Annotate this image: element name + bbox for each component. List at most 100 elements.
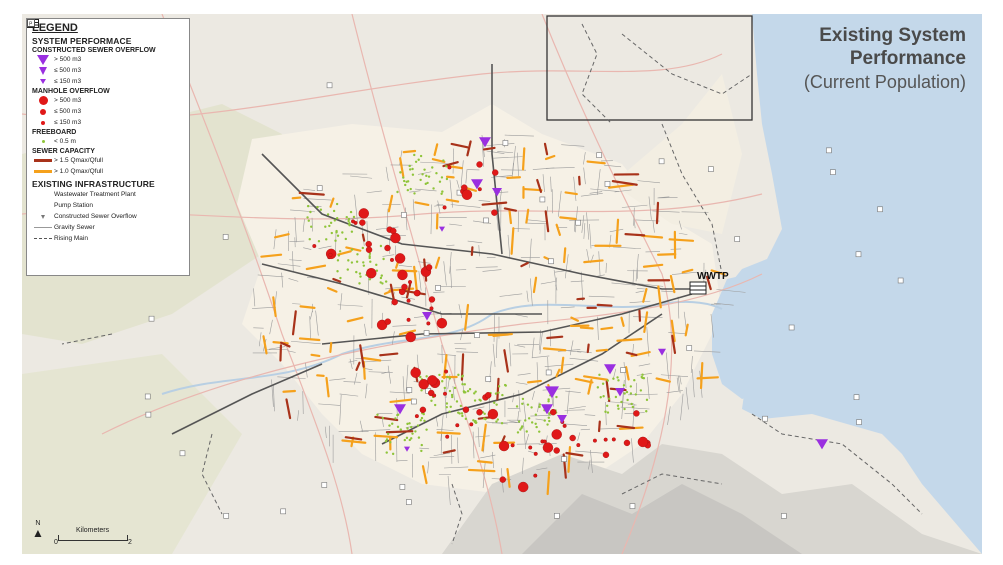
gravity-sewer (281, 272, 284, 288)
freeboard-marker (380, 274, 383, 277)
freeboard-marker (497, 391, 500, 394)
gravity-sewer (420, 161, 448, 164)
pump-station-icon (548, 258, 554, 265)
gravity-sewer (685, 387, 689, 410)
freeboard-marker (405, 436, 409, 440)
freeboard-marker (534, 422, 537, 425)
capacity-mid-pipe (492, 332, 513, 337)
gravity-sewer (668, 332, 686, 334)
freeboard-marker (413, 153, 416, 157)
freeboard-marker (385, 438, 389, 441)
freeboard-marker (402, 176, 405, 179)
freeboard-marker (634, 393, 638, 396)
map-canvas[interactable]: WWTP Existing System Performance (Curren… (22, 14, 982, 554)
freeboard-marker (368, 256, 371, 260)
manhole-overflows (312, 161, 651, 493)
freeboard-marker (339, 276, 342, 280)
north-label: N (35, 520, 41, 527)
gravity-sewer (498, 189, 502, 212)
manhole-overflow (517, 481, 529, 493)
freeboard-marker (605, 404, 609, 408)
sewer-overflows (394, 137, 828, 452)
capacity-high-pipe (624, 233, 646, 237)
legend-infra-item: Pump Station (54, 202, 94, 209)
freeboard-marker (382, 257, 385, 261)
legend-infra-item: Wastewater Treatment Plant (54, 191, 136, 198)
freeboard-marker (625, 390, 629, 394)
freeboard-marker (336, 259, 340, 262)
wwtp-icon[interactable] (689, 281, 707, 295)
gravity-sewer (714, 302, 734, 306)
freeboard-marker (333, 219, 336, 222)
manhole-overflow (499, 476, 506, 483)
pump-station-icon (856, 419, 862, 425)
freeboard-marker (420, 389, 423, 392)
trunk-sewer (171, 363, 323, 435)
freeboard-marker (379, 276, 383, 280)
capacity-mid-pipe (684, 323, 689, 337)
map-title: Existing System Performance (Current Pop… (804, 24, 966, 94)
capacity-mid-pipe (389, 398, 414, 404)
freeboard-marker (438, 180, 442, 183)
freeboard-marker (457, 373, 460, 377)
pump-station-box (897, 277, 904, 284)
manhole-overflow (633, 410, 640, 417)
gravity-sewer (391, 331, 395, 345)
manhole-overflow (485, 392, 492, 399)
scale-unit: Kilometers (76, 527, 110, 534)
capacity-mid-pipe (273, 233, 290, 239)
constructed-overflow-icon (41, 214, 45, 219)
capacity-high-pipe (611, 180, 638, 186)
pump-station-icon (877, 206, 883, 213)
rising-mains (61, 23, 923, 545)
manhole-overflow (408, 280, 413, 285)
freeboard-marker (461, 383, 464, 386)
gravity-sewer (507, 234, 511, 259)
gravity-sewer (433, 452, 450, 457)
freeboard-marker (431, 166, 434, 169)
gravity-sewer (273, 229, 277, 250)
pump-station-icon (144, 393, 151, 400)
wwtp-label: WWTP (697, 271, 729, 282)
pump-station-box (485, 376, 492, 382)
capacity-high-icon (34, 159, 52, 162)
gravity-sewer (570, 280, 584, 283)
gravity-sewer (302, 219, 305, 232)
freeboard-marker (548, 413, 551, 416)
pump-station-box (686, 345, 693, 351)
manhole-overflow (445, 434, 450, 439)
gravity-sewer (564, 254, 569, 279)
sewer-overflow-icon (615, 388, 625, 397)
freeboard-marker (516, 431, 520, 434)
legend-freeboard-heading: FREEBOARD (32, 129, 77, 136)
pump-station-box (548, 258, 554, 265)
sewer-overflow-icon (658, 348, 666, 356)
gravity-sewer (638, 363, 651, 367)
legend-row: Wastewater Treatment Plant (27, 19, 184, 200)
freeboard-marker (425, 174, 428, 178)
capacity-high-pipe (576, 297, 585, 301)
gravity-sewer (365, 383, 368, 399)
gravity-sewer (539, 329, 541, 351)
gravity-sewer (472, 431, 475, 459)
freeboard-marker (448, 389, 452, 393)
pump-station-box (401, 212, 407, 218)
freeboard-marker (336, 234, 340, 237)
manhole-overflow (390, 232, 401, 244)
pump-station-icon (830, 169, 836, 175)
pump-station-box (280, 508, 286, 515)
gravity-sewer (566, 390, 570, 414)
manhole-overflow (476, 409, 483, 416)
manhole-overflow (436, 317, 448, 329)
freeboard-marker (347, 219, 350, 223)
freeboard-marker (359, 275, 362, 278)
gravity-sewer (580, 428, 590, 431)
pump-station-icon (423, 330, 430, 336)
gravity-sewer (631, 438, 634, 463)
manhole-medium-icon (40, 108, 46, 115)
legend-infra-item: Constructed Sewer Overflow (54, 213, 137, 220)
gravity-sewer (287, 350, 296, 353)
pump-station-icon (539, 196, 546, 203)
freeboard-marker (645, 398, 649, 402)
freeboard-marker (445, 405, 448, 409)
